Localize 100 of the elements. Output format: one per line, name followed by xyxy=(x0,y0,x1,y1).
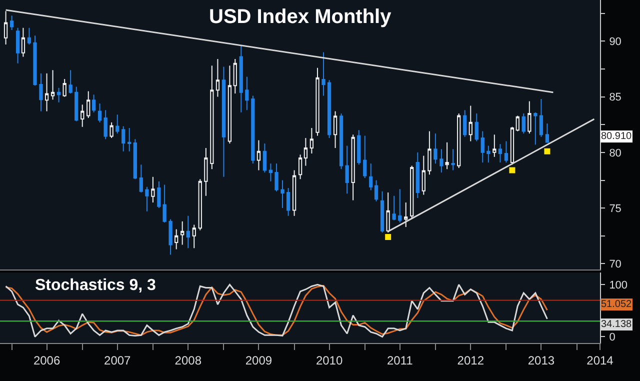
candlestick xyxy=(492,134,496,158)
candlestick xyxy=(434,133,438,164)
candlestick xyxy=(351,134,355,201)
candlestick xyxy=(545,123,550,143)
candlestick xyxy=(298,154,302,180)
candlestick xyxy=(345,145,349,194)
candlestick xyxy=(10,15,14,31)
candlestick xyxy=(151,176,155,203)
candlestick xyxy=(516,115,520,132)
candlestick xyxy=(33,35,37,86)
y-tick-label: 75 xyxy=(609,202,622,215)
candlestick xyxy=(192,224,196,249)
candlestick xyxy=(286,188,290,216)
candlestick xyxy=(168,218,172,256)
text: 80.910 xyxy=(601,131,632,142)
candlestick xyxy=(268,163,273,182)
candlestick xyxy=(445,142,449,170)
candlestick xyxy=(539,98,544,138)
candlestick xyxy=(133,138,137,180)
candlestick xyxy=(251,95,255,164)
text: 51.052 xyxy=(601,299,632,310)
candlestick xyxy=(274,163,278,192)
point xyxy=(544,148,550,154)
candlestick xyxy=(528,100,532,134)
candlestick xyxy=(62,78,66,98)
candlestick xyxy=(392,195,396,221)
candlestick xyxy=(440,148,444,173)
candlestick xyxy=(474,112,478,142)
candlestick xyxy=(468,105,472,142)
candlestick xyxy=(463,110,467,138)
y-tick-label: 80 xyxy=(609,147,622,160)
candlestick xyxy=(322,52,326,96)
x-tick-label: 2008 xyxy=(174,353,202,368)
candlestick xyxy=(457,112,461,169)
candlestick xyxy=(486,145,490,163)
candlestick xyxy=(116,114,120,134)
y-tick-label: 85 xyxy=(609,92,622,104)
x-tick-label: 2011 xyxy=(386,353,414,368)
candlestick xyxy=(86,90,90,118)
candlestick xyxy=(4,10,8,45)
candlestick xyxy=(280,180,284,209)
candlestick xyxy=(39,72,43,112)
x-tick-label: 2010 xyxy=(316,353,343,368)
candlestick xyxy=(145,186,149,212)
chart-title: Stochastics 9, 3 xyxy=(35,277,156,294)
candlestick xyxy=(451,148,455,171)
candlestick xyxy=(398,188,402,224)
x-tick-label: 2013 xyxy=(528,353,555,368)
candlestick xyxy=(128,127,132,152)
candlestick xyxy=(292,170,296,216)
candlestick xyxy=(522,112,526,134)
y-tick-label: 100 xyxy=(609,280,628,292)
candlestick xyxy=(21,27,26,58)
candlestick xyxy=(174,228,178,250)
candlestick xyxy=(310,127,314,154)
x-tick-label: 2014 xyxy=(586,353,614,368)
candlestick xyxy=(374,180,378,202)
candlestick xyxy=(104,110,108,140)
candlestick xyxy=(333,110,338,148)
candlestick xyxy=(44,72,49,112)
candlestick xyxy=(304,137,308,166)
x-tick-label: 2012 xyxy=(457,353,484,368)
candlestick xyxy=(186,215,190,249)
point xyxy=(509,167,516,174)
candlestick xyxy=(80,104,84,128)
text: 34.138 xyxy=(601,319,632,330)
candlestick xyxy=(316,67,320,136)
candlestick xyxy=(239,45,243,113)
candlestick xyxy=(92,94,96,113)
x-tick-label: 2009 xyxy=(245,353,272,368)
candlestick xyxy=(245,76,249,111)
candlestick xyxy=(327,80,332,138)
candlestick xyxy=(198,178,202,231)
x-tick-label: 2007 xyxy=(104,353,132,368)
candlestick xyxy=(139,164,143,193)
candlestick xyxy=(204,147,208,196)
candlestick xyxy=(369,163,373,191)
candlestick xyxy=(50,70,55,100)
candlestick xyxy=(357,130,361,166)
candlestick xyxy=(534,112,538,146)
y-tick-label: 70 xyxy=(609,258,622,271)
candlestick xyxy=(228,65,232,144)
candlestick xyxy=(498,144,502,163)
candlestick xyxy=(16,27,20,64)
candlestick xyxy=(380,190,384,234)
candlestick xyxy=(216,58,220,98)
candlestick xyxy=(386,192,390,234)
candlestick xyxy=(363,135,367,179)
candlestick xyxy=(422,155,426,196)
candlestick xyxy=(74,86,78,122)
candlestick xyxy=(480,130,484,163)
candlestick xyxy=(180,220,184,246)
candlestick xyxy=(256,140,261,171)
candlestick xyxy=(416,152,420,199)
candlestick xyxy=(56,87,61,103)
candlestick xyxy=(233,58,237,94)
candlestick xyxy=(339,112,344,170)
candlestick xyxy=(210,65,214,170)
candlestick xyxy=(222,66,226,178)
candlestick xyxy=(27,27,32,45)
